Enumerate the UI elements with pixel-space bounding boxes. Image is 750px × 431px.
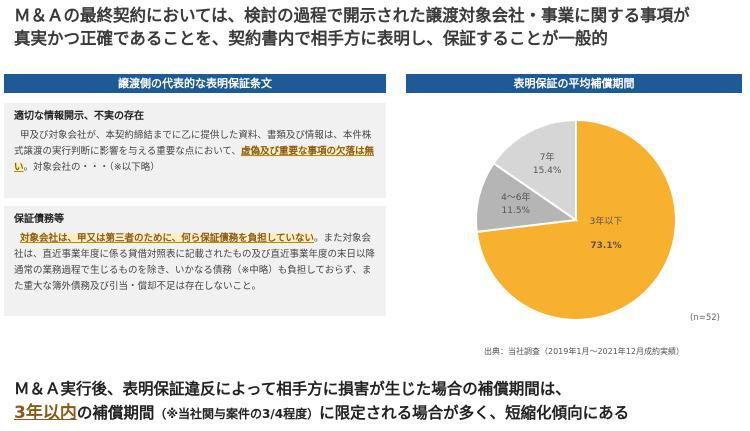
bottom-line1: Ｍ＆Ａ実行後、表明保証違反によって相手方に損害が生じた場合の補償期間は、 — [14, 380, 571, 398]
bottom-mid: の補償期間 — [76, 404, 155, 422]
right-panel-header: 表明保証の平均補償期間 — [406, 74, 742, 93]
bottom-end: に限定される場合が多く、短縮化傾向にある — [319, 404, 630, 422]
headline: Ｍ＆Ａの最終契約においては、検討の過程で開示された譲渡対象会社・事業に関する事項… — [14, 4, 744, 50]
slice-category-label: 7年 — [540, 151, 555, 163]
clause1-title: 適切な情報開示、不実の存在 — [14, 111, 144, 122]
clause2-body: 対象会社は、甲又は第三者のために、何ら保証債務を負担していない。また対象会社は、… — [14, 231, 376, 295]
slice-value-label: 15.4% — [533, 166, 562, 176]
headline-line2: 真実かつ正確であることを、契約書内で相手方に表明し、保証することが一般的 — [14, 29, 608, 48]
bottom-line2: 3年以内の補償期間（※当社関与案件の3/4程度）に限定される場合が多く、短縮化傾… — [14, 401, 744, 426]
pie-chart-container: 3年以下 73.1% 4〜6年 11.5% 7年 15.4% — [406, 96, 742, 346]
slice-category-label: 4〜6年 — [501, 191, 530, 203]
bottom-note: （※当社関与案件の3/4程度） — [154, 407, 320, 421]
clause1-body: 甲及び対象会社が、本契約締結までに乙に提供した資料、書類及び情報は、本件株式譲渡… — [14, 128, 376, 176]
clause1-text-after: 。対象会社の・・・（※以下略） — [23, 162, 160, 173]
clause2-highlight: 対象会社は、甲又は第三者のために、何ら保証債務を負担していない — [20, 233, 314, 244]
clause-guarantee-obligations: 保証債務等 対象会社は、甲又は第三者のために、何ら保証債務を負担していない。また… — [4, 206, 386, 316]
slice-category-label: 3年以下 — [590, 215, 623, 227]
pie-chart: 3年以下 73.1% 4〜6年 11.5% 7年 15.4% — [475, 118, 677, 321]
clause1-text-before: 甲及び対象会社が、本契約締結までに乙に提供した資料、書類及び情報は、本件株式譲渡… — [14, 130, 372, 157]
slice-value-label: 73.1% — [590, 241, 621, 251]
clause2-title: 保証債務等 — [14, 214, 64, 225]
clause2-text-after: 。また対象会社は、直近事業年度に係る貸借対照表に記載されたもの及び直近事業年度の… — [14, 233, 376, 292]
slice-7yr — [492, 118, 577, 222]
left-panel-header: 譲渡側の代表的な表明保証条文 — [4, 74, 386, 93]
source-note: 出典：当社調査（2019年1月〜2021年12月成約実績） — [484, 347, 684, 356]
slice-value-label: 11.5% — [502, 206, 531, 216]
sample-size-note: (n=52) — [690, 313, 720, 323]
headline-line1: Ｍ＆Ａの最終契約においては、検討の過程で開示された譲渡対象会社・事業に関する事項… — [14, 6, 690, 25]
bottom-emphasis: 3年以内 — [14, 403, 77, 423]
slice-4-6yr — [475, 161, 579, 234]
bottom-summary: Ｍ＆Ａ実行後、表明保証違反によって相手方に損害が生じた場合の補償期間は、 3年以… — [14, 377, 744, 426]
clause-information-disclosure: 適切な情報開示、不実の存在 甲及び対象会社が、本契約締結までに乙に提供した資料、… — [4, 103, 386, 198]
